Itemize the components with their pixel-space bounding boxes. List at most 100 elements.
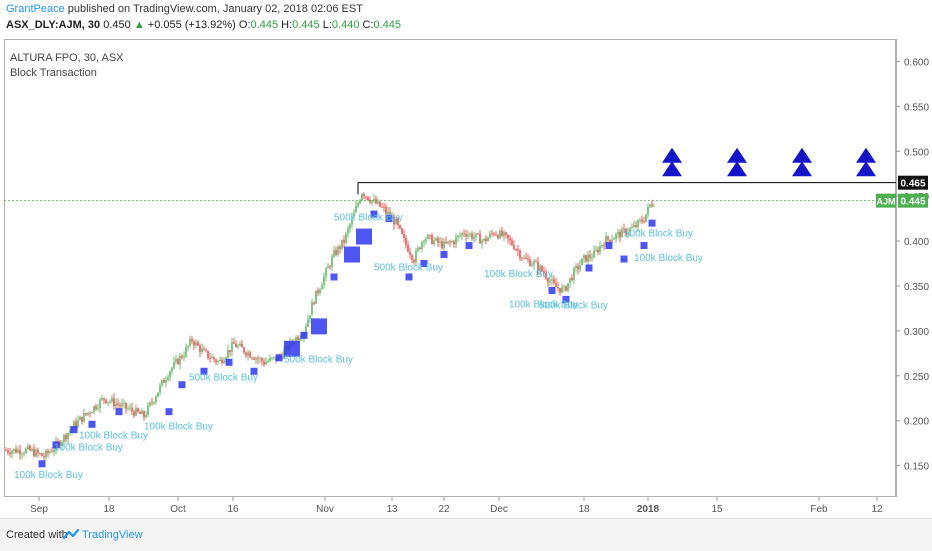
x-tick-label: 12 bbox=[871, 504, 883, 515]
candle-body bbox=[451, 241, 453, 243]
candle-body bbox=[413, 259, 415, 263]
candle-body bbox=[219, 359, 221, 362]
candle-body bbox=[295, 337, 297, 343]
candle-body bbox=[447, 241, 449, 244]
candle-body bbox=[13, 448, 15, 452]
block-buy-marker bbox=[200, 367, 208, 375]
x-tick-label: 13 bbox=[386, 504, 398, 515]
candle-body bbox=[265, 362, 267, 365]
candle-body bbox=[625, 228, 627, 235]
candle-body bbox=[199, 345, 201, 353]
candle-body bbox=[615, 234, 617, 239]
candle-body bbox=[467, 234, 469, 237]
candle-body bbox=[423, 241, 425, 242]
candle-body bbox=[311, 302, 313, 316]
candle-body bbox=[461, 233, 463, 236]
candle-body bbox=[155, 396, 157, 402]
block-buy-marker bbox=[178, 381, 186, 389]
x-tick-label: 16 bbox=[227, 504, 239, 515]
candle-body bbox=[535, 261, 537, 263]
candle-body bbox=[641, 219, 643, 222]
candle-body bbox=[69, 430, 71, 433]
candle-body bbox=[489, 233, 491, 238]
candle-body bbox=[563, 286, 565, 288]
candle-body bbox=[395, 218, 397, 225]
block-buy-label: 100k Block Buy bbox=[634, 253, 703, 264]
block-buy-label: 100k Block Buy bbox=[54, 442, 123, 453]
block-buy-label: 100k Block Buy bbox=[509, 300, 578, 311]
x-tick-label: 15 bbox=[711, 504, 723, 515]
candle-body bbox=[627, 232, 629, 235]
candle-body bbox=[243, 347, 245, 353]
candle-body bbox=[101, 398, 103, 400]
candle-body bbox=[247, 352, 249, 356]
candle-body bbox=[111, 398, 113, 402]
candle-body bbox=[373, 199, 375, 201]
published-text: published on TradingView.com, January 02… bbox=[67, 3, 363, 15]
candle-body bbox=[593, 250, 595, 258]
y-axis-ticks: 0.1500.2000.2500.3000.3500.4000.4500.500… bbox=[896, 57, 929, 473]
candle-body bbox=[145, 414, 147, 418]
candle-body bbox=[493, 233, 495, 235]
candle-body bbox=[441, 241, 443, 249]
candle-body bbox=[197, 342, 199, 346]
block-buy-marker bbox=[440, 251, 448, 259]
candle-body bbox=[305, 326, 307, 334]
signal-triangles-layer bbox=[662, 147, 876, 177]
candle-body bbox=[515, 249, 517, 250]
candle-body bbox=[577, 266, 579, 270]
candle-body bbox=[557, 286, 559, 289]
candle-body bbox=[269, 357, 271, 362]
block-buy-marker bbox=[405, 273, 413, 281]
y-tick-label: 0.200 bbox=[904, 417, 929, 428]
candle-body bbox=[487, 237, 489, 242]
publisher-name[interactable]: GrantPeace bbox=[6, 3, 65, 15]
x-axis-ticks: Sep 18 Oct 16 Nov 13 22 Dec 18 2018 15 Feb 12 bbox=[30, 497, 883, 515]
candle-body bbox=[159, 385, 161, 393]
candle-body bbox=[175, 358, 177, 362]
candle-body bbox=[383, 206, 385, 208]
tradingview-logo-icon[interactable] bbox=[62, 528, 80, 547]
candle-body bbox=[407, 244, 409, 252]
candle-body bbox=[315, 290, 317, 304]
candle-body bbox=[169, 371, 171, 378]
candle-body bbox=[137, 408, 139, 412]
candle-body bbox=[117, 403, 119, 405]
candle-body bbox=[475, 233, 477, 237]
candle-body bbox=[547, 278, 549, 283]
candle-body bbox=[503, 232, 505, 236]
price-chart[interactable]: ALTURA FPO, 30, ASX Block Transaction 10… bbox=[4, 39, 930, 517]
candle-body bbox=[93, 406, 95, 413]
y-tick-label: 0.500 bbox=[904, 147, 929, 158]
candle-body bbox=[545, 273, 547, 279]
candle-body bbox=[147, 405, 149, 415]
candle-body bbox=[41, 453, 43, 457]
candle-body bbox=[361, 193, 363, 201]
candle-body bbox=[505, 232, 507, 235]
candle-body bbox=[81, 416, 83, 422]
candle-body bbox=[327, 266, 329, 269]
candle-body bbox=[47, 450, 49, 454]
candle-body bbox=[643, 221, 645, 223]
candle-body bbox=[221, 359, 223, 364]
close-label: C: bbox=[362, 19, 374, 31]
chart-area[interactable]: ALTURA FPO, 30, ASX Block Transaction 10… bbox=[4, 39, 930, 517]
candle-body bbox=[121, 403, 123, 407]
candle-body bbox=[421, 241, 423, 249]
buy-signal-triangle bbox=[727, 161, 747, 177]
candle-body bbox=[529, 259, 531, 266]
candle-body bbox=[35, 449, 37, 457]
candle-body bbox=[481, 240, 483, 244]
candle-body bbox=[561, 287, 563, 293]
x-tick-label: 22 bbox=[438, 504, 450, 515]
tradingview-brand[interactable]: TradingView bbox=[82, 529, 143, 541]
candle-body bbox=[367, 196, 369, 200]
candle-body bbox=[87, 412, 89, 415]
candle-body bbox=[381, 206, 383, 208]
high-label: H: bbox=[281, 19, 293, 31]
candle-body bbox=[245, 352, 247, 356]
candle-body bbox=[189, 339, 191, 346]
block-buy-marker bbox=[420, 260, 428, 268]
block-buy-label: 100k Block Buy bbox=[484, 269, 553, 280]
candle-body bbox=[217, 361, 219, 363]
